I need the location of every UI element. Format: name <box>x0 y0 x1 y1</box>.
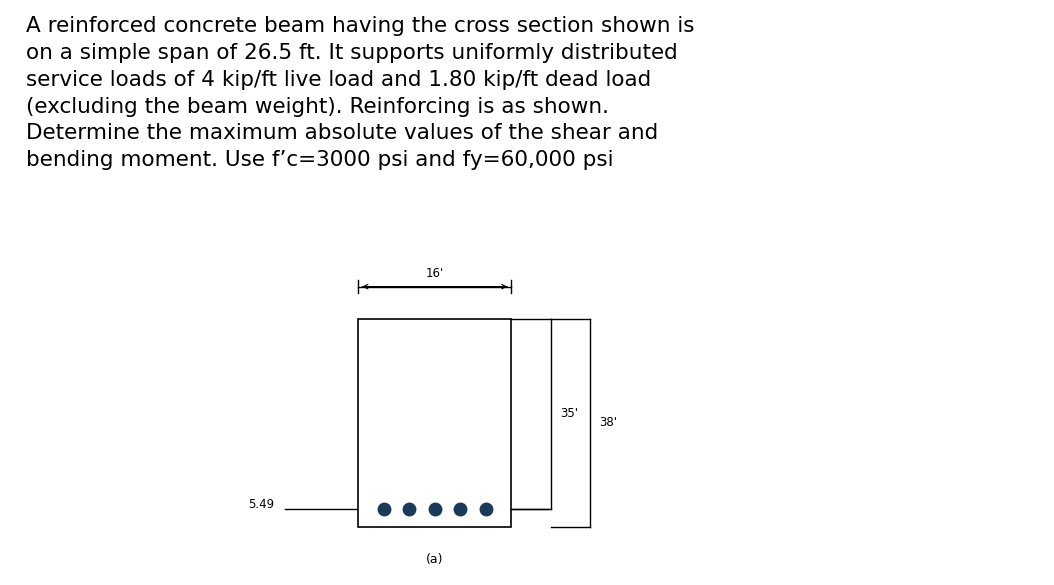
Text: 5.49: 5.49 <box>248 498 274 511</box>
Text: 38': 38' <box>599 416 617 429</box>
Text: A reinforced concrete beam having the cross section shown is
on a simple span of: A reinforced concrete beam having the cr… <box>26 16 695 170</box>
Text: 35': 35' <box>560 407 578 421</box>
Bar <box>358 319 511 526</box>
Text: (a): (a) <box>426 553 444 566</box>
Text: 16': 16' <box>426 267 444 280</box>
